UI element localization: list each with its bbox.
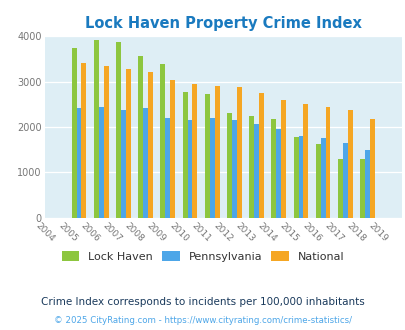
Bar — [342, 144, 347, 218]
Bar — [236, 87, 241, 218]
Bar — [182, 92, 187, 218]
Bar — [77, 108, 81, 218]
Bar — [160, 63, 165, 218]
Bar — [170, 80, 175, 218]
Bar — [226, 114, 231, 218]
Bar — [254, 124, 258, 218]
Bar — [347, 110, 352, 218]
Bar — [192, 84, 197, 218]
Bar — [205, 94, 209, 218]
Bar — [369, 119, 374, 218]
Bar — [325, 107, 330, 218]
Bar — [81, 63, 86, 218]
Bar — [315, 144, 320, 218]
Bar — [258, 93, 263, 218]
Title: Lock Haven Property Crime Index: Lock Haven Property Crime Index — [85, 16, 361, 31]
Bar — [187, 120, 192, 218]
Bar — [103, 66, 108, 218]
Bar — [303, 104, 307, 218]
Text: Crime Index corresponds to incidents per 100,000 inhabitants: Crime Index corresponds to incidents per… — [41, 297, 364, 307]
Bar — [94, 40, 98, 218]
Bar — [364, 150, 369, 218]
Bar — [148, 72, 153, 218]
Bar — [249, 116, 254, 218]
Bar — [281, 100, 286, 218]
Bar — [209, 118, 214, 218]
Bar — [276, 129, 281, 218]
Bar — [320, 138, 325, 218]
Bar — [298, 136, 303, 218]
Text: © 2025 CityRating.com - https://www.cityrating.com/crime-statistics/: © 2025 CityRating.com - https://www.city… — [54, 316, 351, 325]
Bar — [359, 159, 364, 218]
Bar — [271, 119, 276, 218]
Bar — [293, 137, 298, 218]
Bar — [126, 69, 130, 218]
Bar — [116, 42, 121, 218]
Bar — [72, 48, 77, 218]
Bar — [165, 118, 170, 218]
Legend: Lock Haven, Pennsylvania, National: Lock Haven, Pennsylvania, National — [57, 247, 348, 267]
Bar — [98, 107, 103, 218]
Bar — [143, 108, 148, 218]
Bar — [138, 56, 143, 218]
Bar — [337, 159, 342, 218]
Bar — [121, 110, 126, 218]
Bar — [231, 120, 236, 218]
Bar — [214, 86, 219, 218]
